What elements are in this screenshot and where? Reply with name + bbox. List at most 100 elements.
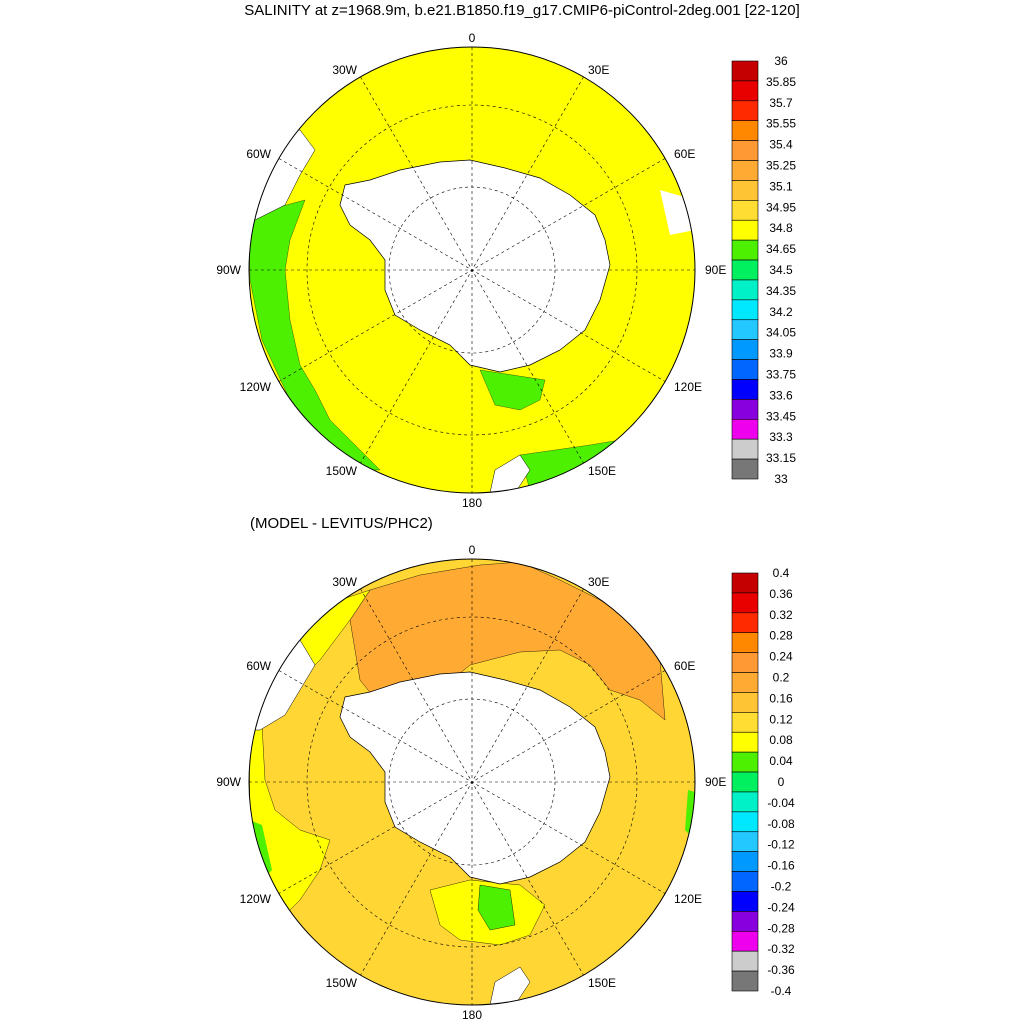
colorbar-tick-label: 0.08 xyxy=(769,733,793,747)
colorbar-swatch xyxy=(731,592,759,614)
colorbar-tick-label: 33.15 xyxy=(766,451,796,465)
colorbar-tick-label: 33 xyxy=(774,472,788,486)
colorbar-tick-label: -0.28 xyxy=(767,921,795,935)
colorbar-tick-label: 0.12 xyxy=(769,712,793,726)
colorbar-swatch xyxy=(731,930,759,952)
lon-label-60w: 60W xyxy=(246,659,271,673)
difference-map xyxy=(248,558,696,1006)
map-border xyxy=(248,46,696,494)
colorbar-tick-label: 35.7 xyxy=(769,96,793,110)
colorbar-tick-label: -0.04 xyxy=(767,796,795,810)
colorbar-swatch xyxy=(731,970,759,992)
colorbar-swatch xyxy=(731,572,759,594)
colorbar-tick-label: 0.24 xyxy=(769,650,793,664)
colorbar-swatch xyxy=(731,871,759,892)
colorbar-swatch xyxy=(731,771,759,793)
colorbar-swatch xyxy=(731,359,759,380)
colorbar-swatch xyxy=(731,911,759,932)
colorbar-tick-label: -0.24 xyxy=(767,900,795,914)
colorbar-swatch xyxy=(731,672,759,693)
colorbar-swatch xyxy=(731,60,759,82)
colorbar-swatch xyxy=(731,140,759,161)
green-region-south xyxy=(477,884,516,931)
colorbar-tick-label: 33.9 xyxy=(769,347,793,361)
colorbar-tick-label: -0.36 xyxy=(767,963,795,977)
lon-label-60w: 60W xyxy=(246,147,271,161)
colorbar-tick-label: 35.55 xyxy=(766,117,796,131)
colorbar-tick-label: 34.35 xyxy=(766,284,796,298)
green-region-south xyxy=(479,369,546,411)
colorbar-tick-label: 0.04 xyxy=(769,754,793,768)
colorbar-tick-label: 33.3 xyxy=(769,430,793,444)
lon-label-left: 90W xyxy=(216,263,241,277)
colorbar-tick-label: 0.28 xyxy=(769,629,793,643)
south-landmass xyxy=(489,454,531,493)
colorbar-tick-label: 0.2 xyxy=(773,671,790,685)
lon-label-150w: 150W xyxy=(326,976,358,990)
colorbar-tick-label: 33.75 xyxy=(766,368,796,382)
colorbar-tick-label: -0.32 xyxy=(767,942,795,956)
lon-label-top: 0 xyxy=(469,543,476,557)
lon-label-top: 0 xyxy=(469,31,476,45)
lon-label-30e: 30E xyxy=(588,575,609,589)
lon-label-150e: 150E xyxy=(588,976,616,990)
lon-label-30w: 30W xyxy=(332,575,357,589)
colorbar-swatch xyxy=(731,160,759,181)
plot-title: SALINITY at z=1968.9m, b.e21.B1850.f19_g… xyxy=(244,2,800,19)
colorbar-tick-label: 34.2 xyxy=(769,305,793,319)
difference-subtitle: (MODEL - LEVITUS/PHC2) xyxy=(250,515,433,532)
antarctica-land xyxy=(339,159,611,373)
colorbar-tick-label: 34.65 xyxy=(766,242,796,256)
colorbar-salinity: 36 35.85 35.7 35.55 35.4 35.25 35.1 34.95 34.8 34… xyxy=(731,54,796,486)
colorbar-tick-label: 36 xyxy=(774,54,788,68)
colorbar-swatch xyxy=(731,180,759,201)
colorbar-tick-label: 33.45 xyxy=(766,409,796,423)
lon-label-120w: 120W xyxy=(240,892,272,906)
colorbar-tick-label: -0.16 xyxy=(767,859,795,873)
colorbar-tick-label: 33.6 xyxy=(769,388,793,402)
colorbar-swatch xyxy=(731,458,759,480)
colorbar-swatch xyxy=(731,379,759,400)
lon-label-30e: 30E xyxy=(588,63,609,77)
lon-label-right: 90E xyxy=(705,775,726,789)
colorbar-swatch xyxy=(731,319,759,340)
colorbar-tick-label: -0.2 xyxy=(771,880,792,894)
colorbar-swatch xyxy=(731,950,759,972)
colorbar-tick-label: -0.4 xyxy=(771,984,792,998)
lon-label-150w: 150W xyxy=(326,464,358,478)
longitude-labels-bottom: 0 180 90W 90E 30W 30E 60W 60E 120W 120E … xyxy=(216,543,726,1022)
colorbar-swatch xyxy=(731,259,759,281)
salinity-map xyxy=(248,46,696,494)
colorbar-tick-label: 35.1 xyxy=(769,179,793,193)
colorbar-swatch xyxy=(731,831,759,852)
colorbar-swatch xyxy=(731,80,759,102)
map-border xyxy=(248,558,696,1006)
map-graticule xyxy=(249,47,695,493)
lon-label-left: 90W xyxy=(216,775,241,789)
colorbar-swatch xyxy=(731,652,759,673)
colorbar-swatch xyxy=(731,811,759,833)
colorbar-swatch xyxy=(731,791,759,813)
colorbar-tick-label: 0.16 xyxy=(769,691,793,705)
colorbar-swatch xyxy=(731,299,759,321)
lon-label-right: 90E xyxy=(705,263,726,277)
colorbar-tick-label: 34.05 xyxy=(766,326,796,340)
colorbar-difference: 0.4 0.36 0.32 0.28 0.24 0.2 0.16 0.12 0.08 0.04 0 -… xyxy=(731,566,795,998)
lon-label-120e: 120E xyxy=(674,892,702,906)
colorbar-swatch xyxy=(731,712,759,733)
colorbar-tick-label: 0.4 xyxy=(773,566,790,580)
lon-label-120w: 120W xyxy=(240,380,272,394)
colorbar-tick-label: 35.4 xyxy=(769,138,793,152)
colorbar-swatch xyxy=(731,219,759,241)
colorbar-tick-label: 0 xyxy=(778,775,785,789)
colorbar-swatch xyxy=(731,279,759,301)
colorbar-swatch xyxy=(731,120,759,141)
lon-label-120e: 120E xyxy=(674,380,702,394)
colorbar-swatch xyxy=(731,851,759,872)
colorbar-swatch xyxy=(731,418,759,440)
lon-label-30w: 30W xyxy=(332,63,357,77)
colorbar-swatch xyxy=(731,731,759,753)
colorbar-swatch xyxy=(731,751,759,773)
lon-label-bottom: 180 xyxy=(462,496,482,510)
colorbar-tick-label: 34.8 xyxy=(769,221,793,235)
